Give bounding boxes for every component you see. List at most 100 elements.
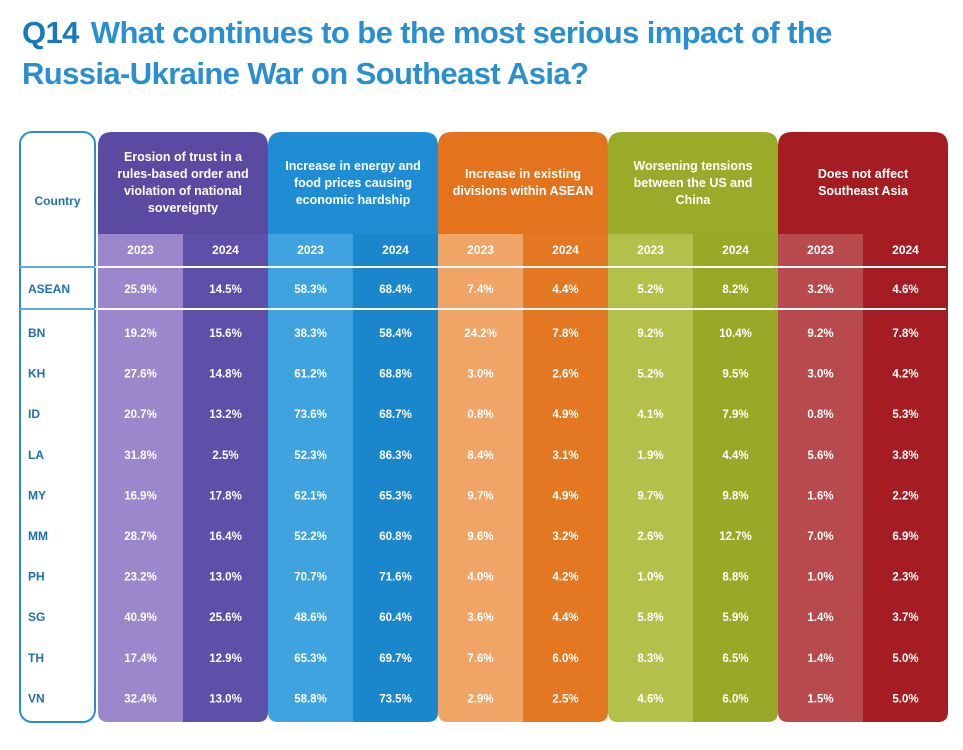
data-label: 14.8% bbox=[209, 369, 242, 381]
data-label: 5.9% bbox=[722, 612, 748, 624]
column-join bbox=[693, 710, 703, 722]
data-label: 8.8% bbox=[722, 572, 748, 584]
year-label: 2023 bbox=[467, 243, 494, 257]
data-label: 12.7% bbox=[719, 531, 752, 543]
data-label: 4.9% bbox=[552, 409, 578, 421]
data-label: 4.4% bbox=[722, 450, 748, 462]
column-join bbox=[183, 710, 193, 722]
data-label: 8.3% bbox=[637, 653, 663, 665]
data-label: 68.7% bbox=[379, 409, 412, 421]
country-label: KH bbox=[28, 367, 45, 381]
country-label: BN bbox=[28, 326, 45, 340]
data-label: 1.5% bbox=[807, 693, 833, 705]
data-label: 13.0% bbox=[209, 572, 242, 584]
data-label: 3.0% bbox=[467, 369, 493, 381]
data-label: 25.9% bbox=[124, 284, 157, 296]
data-label: 13.2% bbox=[209, 409, 242, 421]
data-label: 14.5% bbox=[209, 284, 242, 296]
year-label: 2023 bbox=[807, 243, 834, 257]
country-label: VN bbox=[28, 691, 45, 705]
data-label: 10.4% bbox=[719, 328, 752, 340]
data-label: 7.4% bbox=[467, 284, 493, 296]
category-header-label: Increase in existing divisions within AS… bbox=[452, 167, 594, 198]
data-label: 2.5% bbox=[552, 693, 578, 705]
data-label: 2.6% bbox=[552, 369, 578, 381]
data-label: 58.8% bbox=[294, 693, 327, 705]
page-title: Q14 What continues to be the most serious… bbox=[22, 12, 942, 94]
country-label: MY bbox=[28, 488, 46, 502]
column-2023-bg bbox=[778, 234, 863, 722]
category-header-bg bbox=[268, 132, 438, 235]
data-label: 73.5% bbox=[379, 693, 412, 705]
category-header-label: Worsening tensions between the US and Ch… bbox=[633, 158, 753, 207]
data-label: 71.6% bbox=[379, 572, 412, 584]
country-label: ASEAN bbox=[28, 282, 70, 296]
data-label: 27.6% bbox=[124, 369, 157, 381]
column-2023-bg bbox=[268, 234, 353, 722]
data-label: 31.8% bbox=[124, 450, 157, 462]
column-2024-bg bbox=[863, 234, 948, 722]
year-label: 2024 bbox=[212, 243, 239, 257]
year-label: 2023 bbox=[297, 243, 324, 257]
column-join bbox=[863, 710, 873, 722]
data-label: 16.9% bbox=[124, 490, 157, 502]
country-label: MM bbox=[28, 529, 48, 543]
year-label: 2024 bbox=[722, 243, 749, 257]
data-label: 4.6% bbox=[892, 284, 918, 296]
data-label: 48.6% bbox=[294, 612, 327, 624]
data-label: 3.2% bbox=[552, 531, 578, 543]
data-label: 23.2% bbox=[124, 572, 157, 584]
data-label: 65.3% bbox=[379, 490, 412, 502]
data-label: 20.7% bbox=[124, 409, 157, 421]
data-label: 60.4% bbox=[379, 612, 412, 624]
country-column-frame bbox=[19, 131, 96, 723]
column-2024-bg bbox=[183, 234, 268, 722]
country-label: TH bbox=[28, 651, 44, 665]
data-label: 3.8% bbox=[892, 450, 918, 462]
data-label: 70.7% bbox=[294, 572, 327, 584]
data-label: 52.3% bbox=[294, 450, 327, 462]
data-label: 9.5% bbox=[722, 369, 748, 381]
data-label: 6.0% bbox=[722, 693, 748, 705]
data-label: 28.7% bbox=[124, 531, 157, 543]
data-label: 3.1% bbox=[552, 450, 578, 462]
data-label: 52.2% bbox=[294, 531, 327, 543]
data-label: 60.8% bbox=[379, 531, 412, 543]
column-2024-bg bbox=[523, 234, 608, 722]
column-2023-bg bbox=[98, 234, 183, 722]
data-label: 2.9% bbox=[467, 693, 493, 705]
data-label: 5.2% bbox=[637, 369, 663, 381]
data-label: 9.2% bbox=[637, 328, 663, 340]
category-header-label: Does not affect Southeast Asia bbox=[817, 167, 909, 198]
category-header-bg bbox=[778, 132, 948, 235]
data-label: 4.6% bbox=[637, 693, 663, 705]
data-label: 9.8% bbox=[722, 490, 748, 502]
column-2024-bg bbox=[353, 234, 438, 722]
data-label: 1.4% bbox=[807, 653, 833, 665]
data-label: 5.6% bbox=[807, 450, 833, 462]
data-label: 40.9% bbox=[124, 612, 157, 624]
data-label: 17.4% bbox=[124, 653, 157, 665]
data-label: 2.5% bbox=[212, 450, 238, 462]
data-label: 4.4% bbox=[552, 612, 578, 624]
category-header-label: Increase in energy and food prices causi… bbox=[285, 158, 421, 207]
data-label: 8.4% bbox=[467, 450, 493, 462]
data-label: 4.4% bbox=[552, 284, 578, 296]
data-label: 8.2% bbox=[722, 284, 748, 296]
column-2023-bg bbox=[438, 234, 523, 722]
data-label: 69.7% bbox=[379, 653, 412, 665]
data-label: 5.0% bbox=[892, 653, 918, 665]
data-label: 9.6% bbox=[467, 531, 493, 543]
data-label: 7.6% bbox=[467, 653, 493, 665]
data-label: 68.8% bbox=[379, 369, 412, 381]
category-header-label: Erosion of trust in a rules-based order … bbox=[117, 150, 249, 215]
data-label: 7.0% bbox=[807, 531, 833, 543]
data-label: 16.4% bbox=[209, 531, 242, 543]
data-label: 13.0% bbox=[209, 693, 242, 705]
data-label: 5.8% bbox=[637, 612, 663, 624]
row-header-label: Country bbox=[35, 194, 81, 208]
data-label: 9.7% bbox=[637, 490, 663, 502]
data-label: 4.2% bbox=[552, 572, 578, 584]
question-text: What continues to be the most serious im… bbox=[22, 15, 832, 91]
data-label: 6.0% bbox=[552, 653, 578, 665]
